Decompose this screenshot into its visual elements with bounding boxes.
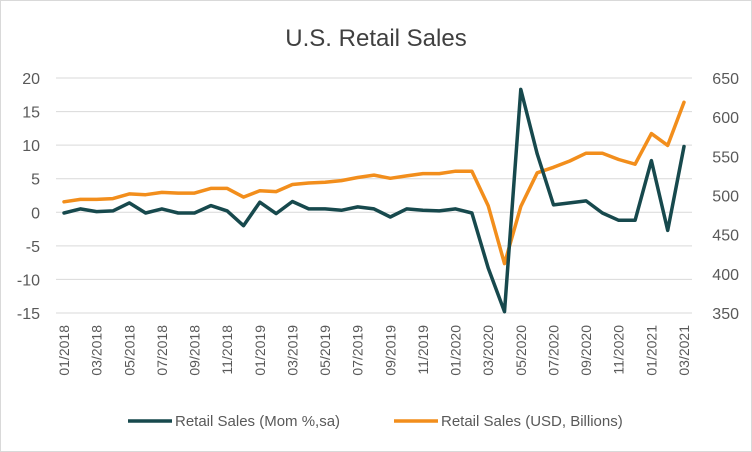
left-tick-label: 15	[22, 105, 40, 122]
right-tick-label: 450	[712, 228, 739, 245]
x-tick-label: 09/2019	[382, 325, 398, 376]
right-tick-label: 600	[712, 110, 739, 127]
left-tick-label: 20	[22, 71, 40, 88]
series-line-mom-percent	[62, 87, 686, 314]
x-tick-label: 03/2021	[676, 325, 692, 376]
right-axis-ticks: 350 400 450 500 550 600 650	[712, 71, 739, 323]
x-tick-label: 05/2018	[121, 325, 137, 376]
right-tick-label: 350	[712, 306, 739, 323]
right-tick-label: 400	[712, 267, 739, 284]
x-tick-label: 03/2018	[89, 325, 105, 376]
left-tick-label: -15	[17, 306, 40, 323]
x-tick-label: 07/2019	[350, 325, 366, 376]
x-tick-label: 11/2018	[219, 325, 235, 375]
legend-label: Retail Sales (Mom %,sa)	[175, 413, 340, 430]
right-tick-label: 650	[712, 71, 739, 88]
right-tick-label: 500	[712, 189, 739, 206]
left-axis-ticks: -15 -10 -5 0 5 10 15 20	[17, 71, 40, 323]
x-tick-label: 01/2021	[643, 325, 659, 376]
x-tick-label: 03/2019	[284, 325, 300, 376]
x-tick-label: 11/2019	[415, 325, 431, 375]
x-tick-label: 09/2018	[187, 325, 203, 376]
x-tick-label: 01/2020	[448, 325, 464, 376]
x-tick-label: 05/2019	[317, 325, 333, 376]
left-tick-label: 0	[31, 205, 40, 222]
x-tick-label: 09/2020	[578, 325, 594, 376]
legend-label: Retail Sales (USD, Billions)	[441, 413, 623, 430]
x-tick-label: 03/2020	[480, 325, 496, 376]
right-tick-label: 550	[712, 149, 739, 166]
grid-lines	[56, 77, 692, 314]
x-tick-label: 11/2020	[611, 325, 627, 375]
x-axis-ticks: 01/2018 03/2018 05/2018 07/2018 09/2018 11/20…	[56, 325, 692, 376]
x-tick-label: 07/2020	[545, 325, 561, 376]
series-lines	[62, 87, 686, 314]
left-tick-label: 10	[22, 138, 40, 155]
chart-title: U.S. Retail Sales	[285, 25, 466, 52]
x-tick-label: 01/2018	[56, 325, 72, 376]
x-tick-label: 05/2020	[513, 325, 529, 376]
series-line-usd-billions	[62, 100, 686, 266]
left-tick-label: 5	[31, 172, 40, 189]
left-tick-label: -10	[17, 272, 40, 289]
x-tick-label: 01/2019	[252, 325, 268, 376]
x-tick-label: 07/2018	[154, 325, 170, 376]
legend: Retail Sales (Mom %,sa) Retail Sales (USD…	[128, 413, 623, 430]
left-tick-label: -5	[26, 239, 40, 256]
